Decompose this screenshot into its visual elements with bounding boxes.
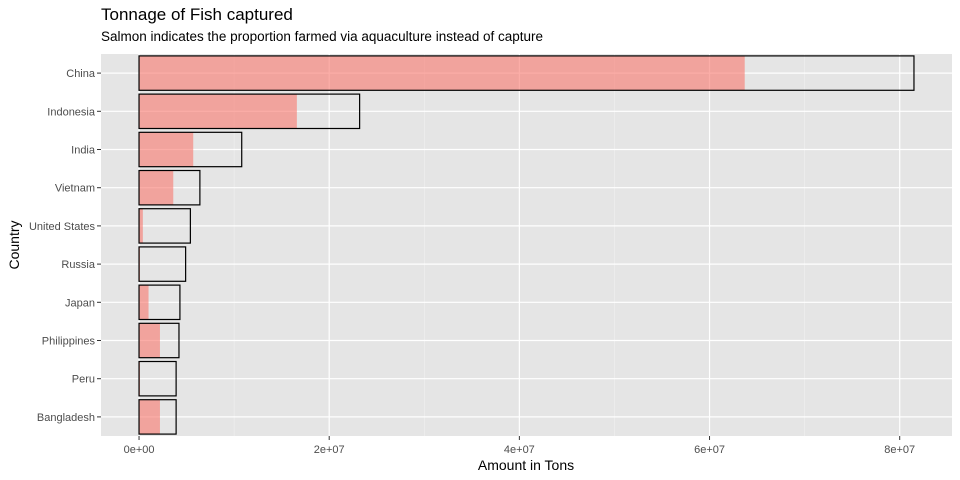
bar-total <box>138 322 180 359</box>
y-tick-label: Indonesia <box>47 106 96 118</box>
bar-total <box>138 131 243 168</box>
bar-aquaculture <box>139 399 160 435</box>
bar-total <box>138 360 177 397</box>
y-tick-label: Japan <box>65 297 95 309</box>
y-tick-label: Peru <box>72 374 95 386</box>
bar-total <box>138 208 191 244</box>
bar-total <box>138 55 915 91</box>
bar-aquaculture <box>139 323 160 358</box>
x-tick-label: 6e+07 <box>694 444 725 456</box>
y-tick-label: China <box>66 68 96 80</box>
bar-total <box>138 284 181 321</box>
bar-aquaculture <box>139 55 745 91</box>
x-axis: 0e+00 2e+07 4e+07 6e+07 8e+07 <box>124 436 915 456</box>
y-tick-label: Vietnam <box>55 183 95 195</box>
x-axis-title: Amount in Tons <box>478 457 574 473</box>
y-tick-label: Bangladesh <box>37 412 95 424</box>
y-tick-label: India <box>71 145 96 157</box>
bar-aquaculture <box>139 94 297 129</box>
bar-total <box>138 246 187 282</box>
bar-aquaculture <box>139 132 194 167</box>
x-tick-label: 8e+07 <box>884 444 915 456</box>
x-tick-label: 4e+07 <box>504 444 535 456</box>
y-tick-label: Russia <box>61 259 96 271</box>
bars <box>138 55 915 435</box>
y-tick-label: Philippines <box>42 336 96 348</box>
y-tick-label: United States <box>29 221 96 233</box>
bar-total <box>138 169 201 206</box>
x-tick-label: 2e+07 <box>314 444 345 456</box>
bar-aquaculture <box>139 285 149 320</box>
chart-subtitle: Salmon indicates the proportion farmed v… <box>101 29 544 44</box>
y-axis-title: Country <box>6 220 22 269</box>
bar-aquaculture <box>139 170 174 205</box>
bar-aquaculture <box>139 208 143 244</box>
bar-total <box>138 93 361 130</box>
y-axis: China Indonesia India Vietnam United States R… <box>29 68 101 424</box>
x-tick-label: 0e+00 <box>124 444 155 456</box>
chart-title: Tonnage of Fish captured <box>101 5 293 24</box>
bar-total <box>138 399 177 435</box>
